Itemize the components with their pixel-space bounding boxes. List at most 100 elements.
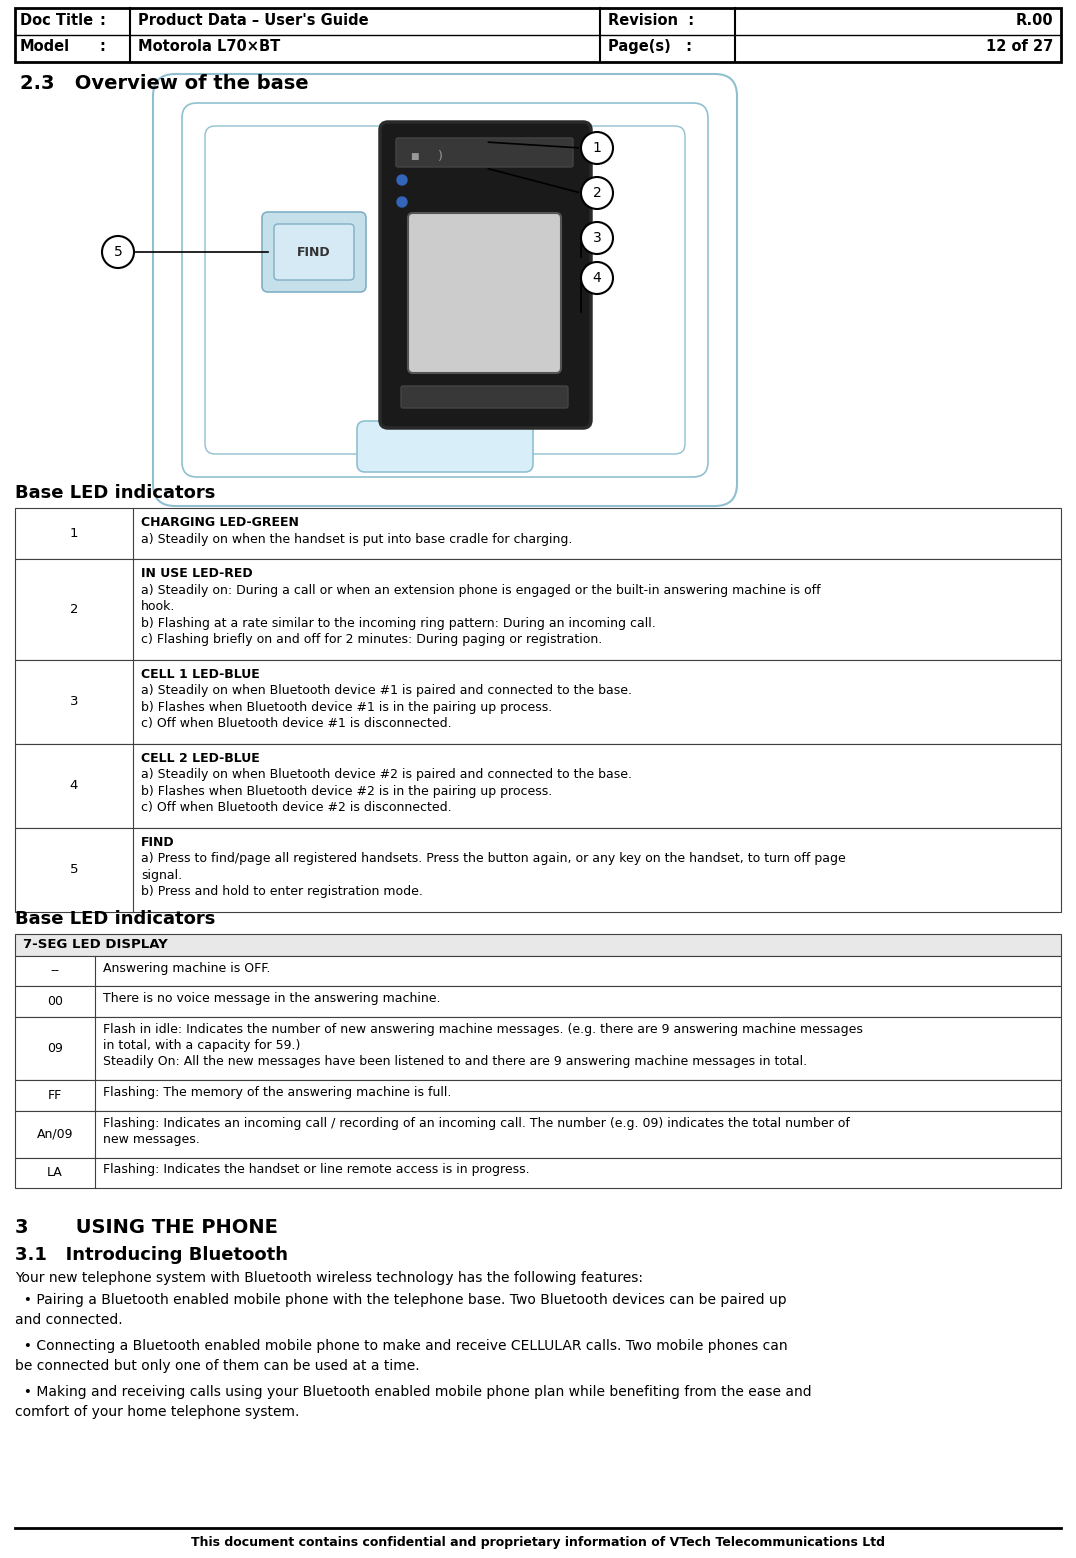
Text: Revision  :: Revision : xyxy=(608,12,694,28)
Text: CELL 2 LED-BLUE: CELL 2 LED-BLUE xyxy=(141,751,259,765)
FancyBboxPatch shape xyxy=(261,212,366,291)
Text: 4: 4 xyxy=(593,271,601,285)
Text: b) Press and hold to enter registration mode.: b) Press and hold to enter registration … xyxy=(141,885,423,897)
Text: 7-SEG LED DISPLAY: 7-SEG LED DISPLAY xyxy=(23,938,168,950)
FancyBboxPatch shape xyxy=(408,213,561,372)
Text: in total, with a capacity for 59.): in total, with a capacity for 59.) xyxy=(103,1039,300,1052)
Text: 2.3   Overview of the base: 2.3 Overview of the base xyxy=(20,73,309,93)
Text: Base LED indicators: Base LED indicators xyxy=(15,485,215,502)
Bar xyxy=(15,659,1061,743)
Text: FIND: FIND xyxy=(141,835,174,849)
Text: Product Data – User's Guide: Product Data – User's Guide xyxy=(138,12,369,28)
Text: 1: 1 xyxy=(593,142,601,154)
Circle shape xyxy=(581,262,613,294)
Bar xyxy=(15,1158,1061,1189)
Circle shape xyxy=(397,174,407,185)
Text: comfort of your home telephone system.: comfort of your home telephone system. xyxy=(15,1405,299,1419)
Circle shape xyxy=(581,178,613,209)
Text: This document contains confidential and proprietary information of VTech Telecom: This document contains confidential and … xyxy=(192,1536,884,1549)
Text: Answering machine is OFF.: Answering machine is OFF. xyxy=(103,961,270,974)
Text: 3: 3 xyxy=(70,695,79,707)
Text: b) Flashing at a rate similar to the incoming ring pattern: During an incoming c: b) Flashing at a rate similar to the inc… xyxy=(141,617,655,629)
Text: Model: Model xyxy=(20,39,70,55)
Text: Base LED indicators: Base LED indicators xyxy=(15,910,215,927)
Circle shape xyxy=(397,196,407,207)
Text: Doc Title: Doc Title xyxy=(20,12,94,28)
Text: CHARGING LED-GREEN: CHARGING LED-GREEN xyxy=(141,516,299,530)
Text: new messages.: new messages. xyxy=(103,1133,200,1147)
FancyBboxPatch shape xyxy=(401,386,568,408)
Text: a) Steadily on when Bluetooth device #2 is paired and connected to the base.: a) Steadily on when Bluetooth device #2 … xyxy=(141,768,632,781)
Text: Page(s)   :: Page(s) : xyxy=(608,39,692,55)
Text: a) Steadily on: During a call or when an extension phone is engaged or the built: a) Steadily on: During a call or when an… xyxy=(141,584,821,597)
Text: a) Steadily on when Bluetooth device #1 is paired and connected to the base.: a) Steadily on when Bluetooth device #1 … xyxy=(141,684,632,696)
Bar xyxy=(15,1080,1061,1111)
Text: and connected.: and connected. xyxy=(15,1313,123,1327)
Text: Flash in idle: Indicates the number of new answering machine messages. (e.g. the: Flash in idle: Indicates the number of n… xyxy=(103,1022,863,1036)
Text: 5: 5 xyxy=(70,863,79,876)
Text: b) Flashes when Bluetooth device #1 is in the pairing up process.: b) Flashes when Bluetooth device #1 is i… xyxy=(141,701,552,714)
Text: • Pairing a Bluetooth enabled mobile phone with the telephone base. Two Bluetoot: • Pairing a Bluetooth enabled mobile pho… xyxy=(15,1293,787,1307)
Text: be connected but only one of them can be used at a time.: be connected but only one of them can be… xyxy=(15,1359,420,1373)
Text: ): ) xyxy=(438,150,443,162)
FancyBboxPatch shape xyxy=(357,421,533,472)
Text: Flashing: Indicates an incoming call / recording of an incoming call. The number: Flashing: Indicates an incoming call / r… xyxy=(103,1117,850,1130)
Circle shape xyxy=(581,221,613,254)
Text: 09: 09 xyxy=(47,1042,62,1055)
Text: :: : xyxy=(99,39,104,55)
Bar xyxy=(15,743,1061,827)
FancyBboxPatch shape xyxy=(380,122,591,428)
Text: Motorola L70×BT: Motorola L70×BT xyxy=(138,39,280,55)
Text: Steadily On: All the new messages have been listened to and there are 9 answerin: Steadily On: All the new messages have b… xyxy=(103,1055,807,1069)
Bar xyxy=(15,827,1061,911)
Bar xyxy=(15,986,1061,1016)
Bar xyxy=(15,1111,1061,1158)
Text: 00: 00 xyxy=(47,994,63,1008)
Text: 4: 4 xyxy=(70,779,79,791)
Text: a) Press to find/page all registered handsets. Press the button again, or any ke: a) Press to find/page all registered han… xyxy=(141,852,846,865)
Text: 3: 3 xyxy=(593,231,601,245)
FancyBboxPatch shape xyxy=(182,103,708,477)
Text: There is no voice message in the answering machine.: There is no voice message in the answeri… xyxy=(103,992,440,1005)
Text: FIND: FIND xyxy=(297,246,330,259)
Bar xyxy=(15,559,1061,659)
Text: • Making and receiving calls using your Bluetooth enabled mobile phone plan whil: • Making and receiving calls using your … xyxy=(15,1385,811,1399)
FancyBboxPatch shape xyxy=(153,73,737,506)
Text: Your new telephone system with Bluetooth wireless technology has the following f: Your new telephone system with Bluetooth… xyxy=(15,1271,643,1285)
Circle shape xyxy=(581,132,613,164)
Text: ■: ■ xyxy=(410,151,419,160)
Bar xyxy=(15,508,1061,559)
Text: a) Steadily on when the handset is put into base cradle for charging.: a) Steadily on when the handset is put i… xyxy=(141,533,572,545)
Text: 3       USING THE PHONE: 3 USING THE PHONE xyxy=(15,1218,278,1237)
Text: :: : xyxy=(99,12,104,28)
Text: b) Flashes when Bluetooth device #2 is in the pairing up process.: b) Flashes when Bluetooth device #2 is i… xyxy=(141,785,552,798)
Bar xyxy=(15,1016,1061,1080)
FancyBboxPatch shape xyxy=(206,126,685,453)
Text: CELL 1 LED-BLUE: CELL 1 LED-BLUE xyxy=(141,667,259,681)
Text: 3.1   Introducing Bluetooth: 3.1 Introducing Bluetooth xyxy=(15,1246,288,1264)
Text: IN USE LED-RED: IN USE LED-RED xyxy=(141,567,253,580)
Text: signal.: signal. xyxy=(141,868,182,882)
Bar xyxy=(15,8,1061,62)
Text: • Connecting a Bluetooth enabled mobile phone to make and receive CELLULAR calls: • Connecting a Bluetooth enabled mobile … xyxy=(15,1338,788,1352)
Text: Flashing: Indicates the handset or line remote access is in progress.: Flashing: Indicates the handset or line … xyxy=(103,1164,529,1176)
Text: 2: 2 xyxy=(70,603,79,615)
Circle shape xyxy=(102,235,134,268)
Text: 1: 1 xyxy=(70,527,79,541)
Text: An/09: An/09 xyxy=(37,1128,73,1140)
Text: LA: LA xyxy=(47,1167,62,1179)
FancyBboxPatch shape xyxy=(274,224,354,280)
Bar xyxy=(15,955,1061,986)
Text: c) Off when Bluetooth device #1 is disconnected.: c) Off when Bluetooth device #1 is disco… xyxy=(141,717,452,731)
Text: c) Off when Bluetooth device #2 is disconnected.: c) Off when Bluetooth device #2 is disco… xyxy=(141,801,452,813)
Text: R.00: R.00 xyxy=(1016,12,1053,28)
Text: c) Flashing briefly on and off for 2 minutes: During paging or registration.: c) Flashing briefly on and off for 2 min… xyxy=(141,633,603,647)
Bar xyxy=(15,933,1061,955)
Text: 2: 2 xyxy=(593,185,601,199)
Text: 12 of 27: 12 of 27 xyxy=(986,39,1053,55)
Text: hook.: hook. xyxy=(141,600,175,612)
Text: 5: 5 xyxy=(114,245,123,259)
FancyBboxPatch shape xyxy=(396,139,574,167)
Text: --: -- xyxy=(51,964,59,977)
Text: FF: FF xyxy=(47,1089,62,1102)
